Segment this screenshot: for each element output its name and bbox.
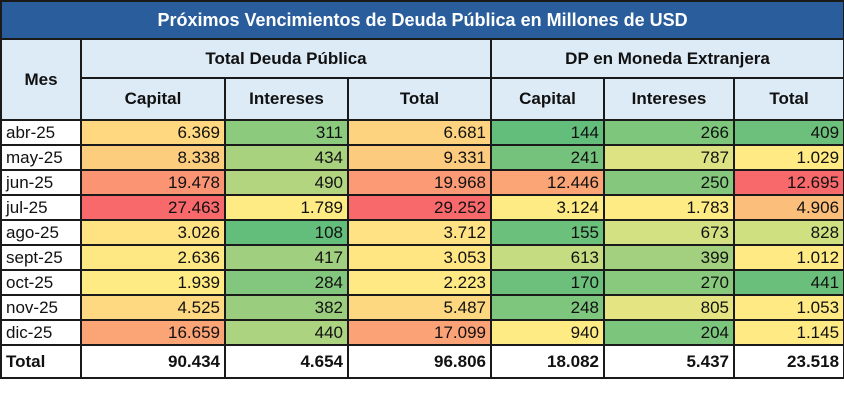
month-cell: abr-25 bbox=[0, 119, 82, 146]
value-cell: 144 bbox=[490, 119, 605, 146]
value-cell: 270 bbox=[603, 269, 735, 296]
value-cell: 5.487 bbox=[347, 294, 492, 321]
column-header: Capital bbox=[80, 77, 226, 121]
total-value-cell: 96.806 bbox=[347, 344, 492, 379]
value-cell: 4.525 bbox=[80, 294, 226, 321]
month-cell: sept-25 bbox=[0, 244, 82, 271]
value-cell: 441 bbox=[732, 269, 844, 296]
value-cell: 1.783 bbox=[603, 194, 735, 221]
value-cell: 12.695 bbox=[732, 169, 844, 196]
value-cell: 2.636 bbox=[80, 244, 226, 271]
value-cell: 29.252 bbox=[347, 194, 492, 221]
value-cell: 434 bbox=[224, 144, 349, 171]
table-row: jun-25 19.478 490 19.968 12.446 250 12.695 bbox=[0, 169, 844, 196]
value-cell: 204 bbox=[603, 319, 735, 346]
value-cell: 1.053 bbox=[732, 294, 844, 321]
value-cell: 828 bbox=[732, 219, 844, 246]
value-cell: 266 bbox=[603, 119, 735, 146]
value-cell: 3.053 bbox=[347, 244, 492, 271]
total-value-cell: 18.082 bbox=[490, 344, 605, 379]
month-cell: oct-25 bbox=[0, 269, 82, 296]
table-row: sept-25 2.636 417 3.053 613 399 1.012 bbox=[0, 244, 844, 271]
total-row: Total 90.434 4.654 96.806 18.082 5.437 23.518 bbox=[0, 344, 844, 379]
value-cell: 1.939 bbox=[80, 269, 226, 296]
value-cell: 6.369 bbox=[80, 119, 226, 146]
value-cell: 241 bbox=[490, 144, 605, 171]
total-value-cell: 4.654 bbox=[224, 344, 349, 379]
header-total-deuda-publica: Total Deuda Pública bbox=[80, 38, 492, 79]
total-value-cell: 5.437 bbox=[603, 344, 735, 379]
header-dp-moneda-extranjera: DP en Moneda Extranjera bbox=[489, 38, 844, 79]
column-header: Total bbox=[347, 77, 492, 121]
value-cell: 2.223 bbox=[347, 269, 492, 296]
month-cell: nov-25 bbox=[0, 294, 82, 321]
value-cell: 3.712 bbox=[347, 219, 492, 246]
month-cell: dic-25 bbox=[0, 319, 82, 346]
value-cell: 19.478 bbox=[80, 169, 226, 196]
value-cell: 440 bbox=[224, 319, 349, 346]
value-cell: 673 bbox=[603, 219, 735, 246]
table-row: ago-25 3.026 108 3.712 155 673 828 bbox=[0, 219, 844, 246]
column-header: Intereses bbox=[224, 77, 349, 121]
value-cell: 1.789 bbox=[224, 194, 349, 221]
column-header: Intereses bbox=[603, 77, 735, 121]
value-cell: 399 bbox=[603, 244, 735, 271]
value-cell: 1.029 bbox=[732, 144, 844, 171]
table-row: jul-25 27.463 1.789 29.252 3.124 1.783 4.906 bbox=[0, 194, 844, 221]
column-header: Total bbox=[732, 77, 844, 121]
value-cell: 3.026 bbox=[80, 219, 226, 246]
value-cell: 16.659 bbox=[80, 319, 226, 346]
value-cell: 27.463 bbox=[80, 194, 226, 221]
table-title: Próximos Vencimientos de Deuda Pública e… bbox=[0, 0, 844, 40]
value-cell: 1.012 bbox=[732, 244, 844, 271]
month-cell: jun-25 bbox=[0, 169, 82, 196]
value-cell: 9.331 bbox=[347, 144, 492, 171]
value-cell: 155 bbox=[490, 219, 605, 246]
value-cell: 311 bbox=[224, 119, 349, 146]
value-cell: 108 bbox=[224, 219, 349, 246]
table-row: may-25 8.338 434 9.331 241 787 1.029 bbox=[0, 144, 844, 171]
value-cell: 8.338 bbox=[80, 144, 226, 171]
table-row: oct-25 1.939 284 2.223 170 270 441 bbox=[0, 269, 844, 296]
value-cell: 382 bbox=[224, 294, 349, 321]
total-label: Total bbox=[0, 344, 82, 379]
value-cell: 4.906 bbox=[732, 194, 844, 221]
value-cell: 3.124 bbox=[490, 194, 605, 221]
value-cell: 1.145 bbox=[732, 319, 844, 346]
value-cell: 805 bbox=[603, 294, 735, 321]
value-cell: 250 bbox=[603, 169, 735, 196]
column-header: Capital bbox=[490, 77, 605, 121]
month-cell: jul-25 bbox=[0, 194, 82, 221]
table-row: abr-25 6.369 311 6.681 144 266 409 bbox=[0, 119, 844, 146]
value-cell: 409 bbox=[732, 119, 844, 146]
month-cell: ago-25 bbox=[0, 219, 82, 246]
total-value-cell: 90.434 bbox=[80, 344, 226, 379]
value-cell: 19.968 bbox=[347, 169, 492, 196]
value-cell: 787 bbox=[603, 144, 735, 171]
value-cell: 17.099 bbox=[347, 319, 492, 346]
table-row: nov-25 4.525 382 5.487 248 805 1.053 bbox=[0, 294, 844, 321]
value-cell: 613 bbox=[490, 244, 605, 271]
value-cell: 6.681 bbox=[347, 119, 492, 146]
value-cell: 940 bbox=[490, 319, 605, 346]
total-value-cell: 23.518 bbox=[732, 344, 844, 379]
header-mes: Mes bbox=[0, 38, 82, 121]
month-cell: may-25 bbox=[0, 144, 82, 171]
value-cell: 12.446 bbox=[490, 169, 605, 196]
table-row: dic-25 16.659 440 17.099 940 204 1.145 bbox=[0, 319, 844, 346]
value-cell: 284 bbox=[224, 269, 349, 296]
value-cell: 170 bbox=[490, 269, 605, 296]
value-cell: 417 bbox=[224, 244, 349, 271]
value-cell: 490 bbox=[224, 169, 349, 196]
debt-maturities-table: Próximos Vencimientos de Deuda Pública e… bbox=[0, 0, 844, 379]
value-cell: 248 bbox=[490, 294, 605, 321]
